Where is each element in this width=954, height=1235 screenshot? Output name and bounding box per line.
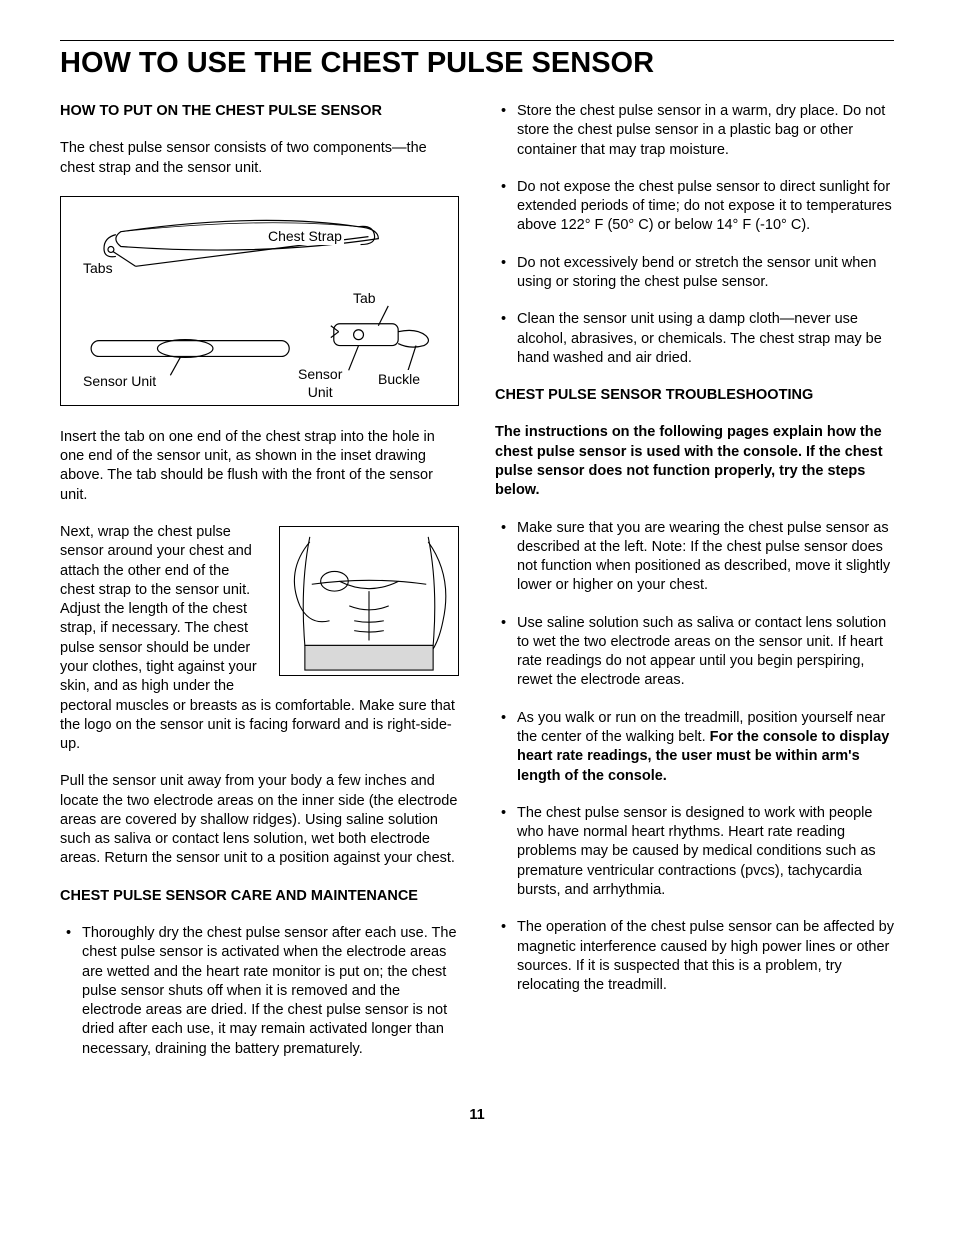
label-sensor-unit-right: Sensor Unit [296, 365, 344, 402]
ts-bullet-magnetic: The operation of the chest pulse sensor … [495, 918, 894, 995]
ts-bullet-position: As you walk or run on the treadmill, pos… [495, 709, 894, 786]
label-chest-strap: Chest Strap [266, 227, 344, 246]
troubleshoot-intro: The instructions on the following pages … [495, 423, 894, 500]
ts-bullet-saline: Use saline solution such as saliva or co… [495, 614, 894, 691]
care-bullet-dry: Thoroughly dry the chest pulse sensor af… [60, 924, 459, 1059]
care-list-left: Thoroughly dry the chest pulse sensor af… [60, 924, 459, 1059]
care-bullet-clean: Clean the sensor unit using a damp cloth… [495, 310, 894, 368]
left-column: HOW TO PUT ON THE CHEST PULSE SENSOR The… [60, 102, 459, 1077]
care-bullet-store: Store the chest pulse sensor in a warm, … [495, 102, 894, 160]
label-sensor-unit-left: Sensor Unit [81, 372, 158, 391]
care-bullet-bend: Do not excessively bend or stretch the s… [495, 254, 894, 293]
right-column: Store the chest pulse sensor in a warm, … [495, 102, 894, 1077]
section-heading-troubleshoot: CHEST PULSE SENSOR TROUBLESHOOTING [495, 386, 894, 405]
care-bullet-sunlight: Do not expose the chest pulse sensor to … [495, 178, 894, 236]
intro-paragraph: The chest pulse sensor consists of two c… [60, 139, 459, 178]
paragraph-insert-tab: Insert the tab on one end of the chest s… [60, 428, 459, 505]
torso-svg [280, 527, 458, 675]
figure-strap-diagram: Tabs Chest Strap Tab Sensor Unit Sensor … [60, 196, 459, 406]
section-heading-care: CHEST PULSE SENSOR CARE AND MAINTENANCE [60, 887, 459, 906]
label-buckle: Buckle [376, 370, 422, 389]
wrap-paragraph-block: Next, wrap the chest pulse sensor around… [60, 523, 459, 754]
care-list-right: Store the chest pulse sensor in a warm, … [495, 102, 894, 368]
page-number: 11 [60, 1107, 894, 1123]
paragraph-pull-sensor: Pull the sensor unit away from your body… [60, 772, 459, 868]
ts-bullet-wearing: Make sure that you are wearing the chest… [495, 519, 894, 596]
page-title: HOW TO USE THE CHEST PULSE SENSOR [60, 47, 894, 80]
section-heading-put-on: HOW TO PUT ON THE CHEST PULSE SENSOR [60, 102, 459, 121]
troubleshoot-list: Make sure that you are wearing the chest… [495, 519, 894, 996]
label-tab: Tab [351, 289, 378, 308]
ts-bullet-rhythm: The chest pulse sensor is designed to wo… [495, 804, 894, 900]
two-column-layout: HOW TO PUT ON THE CHEST PULSE SENSOR The… [60, 102, 894, 1077]
label-tabs: Tabs [81, 259, 115, 278]
top-rule [60, 40, 894, 41]
figure-torso [279, 526, 459, 676]
